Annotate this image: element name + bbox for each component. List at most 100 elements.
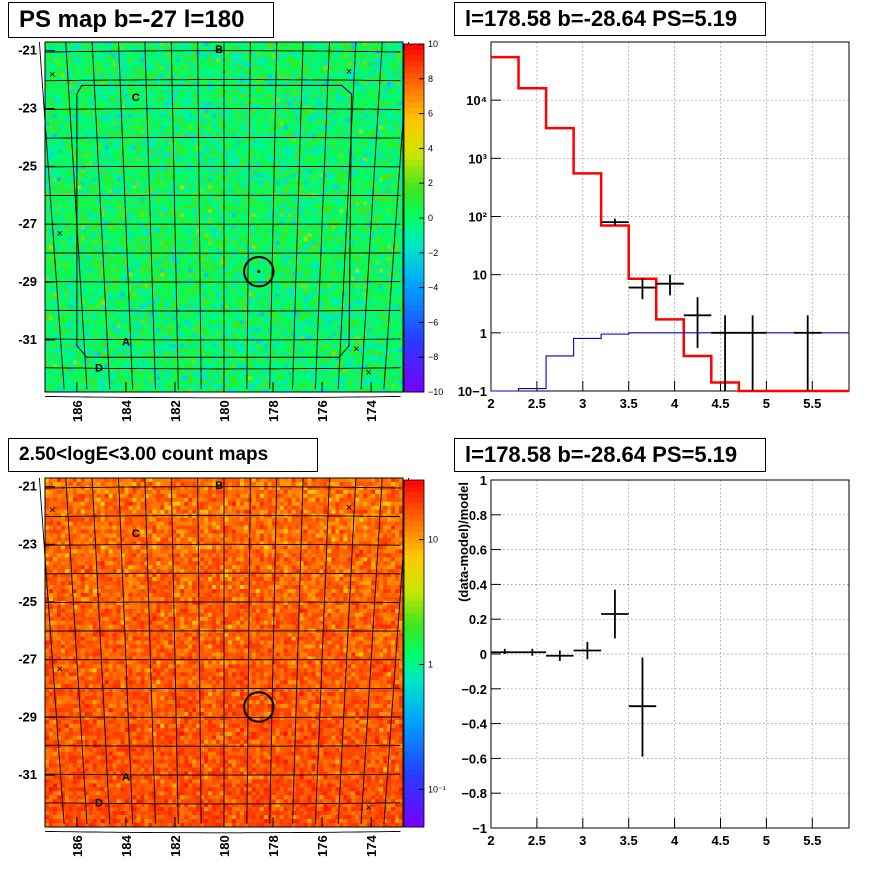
meridian-line (269, 477, 278, 825)
y-tick-label: -31 (18, 767, 37, 782)
x-tick-label: 174 (364, 835, 379, 857)
meridian-line (197, 41, 202, 390)
residual-ylabel: (data-model)/model (456, 482, 471, 602)
y-tick-label: 0.2 (469, 612, 487, 627)
residual-grid (491, 480, 849, 828)
meridian-line (91, 41, 111, 390)
parallel-line (44, 281, 401, 283)
source-marker: × (353, 344, 359, 356)
y-tick-label: -25 (18, 594, 37, 609)
y-tick-label: −0.8 (461, 786, 487, 801)
meridian-line (246, 477, 251, 825)
source-label-A: A (122, 336, 130, 348)
y-tick-label: 1 (480, 473, 487, 488)
ps-map-title: PS map b=-27 l=180 (8, 2, 274, 38)
y-tick-label: 0 (480, 647, 487, 662)
y-tick-label: -21 (18, 43, 37, 58)
source-marker: × (346, 502, 352, 514)
x-tick-label: 180 (217, 835, 232, 857)
meridian-line (269, 41, 278, 390)
x-tick-label: 186 (70, 400, 85, 422)
x-tick-label: 3.5 (620, 396, 638, 411)
y-tick-label: -21 (18, 479, 37, 494)
meridian-line (91, 477, 111, 825)
colorbar-tick-label: 1 (428, 659, 433, 669)
y-tick-label: 10² (468, 210, 487, 225)
y-tick-label: -29 (18, 274, 37, 289)
parallel-line (45, 515, 401, 518)
x-tick-label: 5.5 (803, 833, 821, 848)
colorbar-tick-label: −6 (428, 317, 438, 327)
colorbar-tick-label: 10 (428, 535, 438, 545)
meridian-line (292, 477, 304, 825)
x-tick-label: 176 (315, 400, 330, 422)
y-tick-label: 10−1 (458, 384, 487, 399)
residual-title: l=178.58 b=-28.64 PS=5.19 (454, 438, 766, 472)
parallel-line (44, 745, 401, 747)
colorbar-tick-label: 8 (428, 74, 433, 84)
ps_map-panel: 186 184 182 180 178 176 174 -21 -23 -25 -27 -29 -31 B… (18, 39, 443, 422)
meridian-line (314, 41, 330, 390)
x-tick-label: 4.5 (711, 833, 729, 848)
y-tick-label: -27 (18, 652, 37, 667)
parallel-line (44, 395, 401, 399)
meridian-line (144, 477, 156, 825)
model-background-histogram (491, 332, 849, 392)
x-tick-label: 5 (763, 833, 770, 848)
colorbar-tick-label: 10⁻¹ (428, 784, 446, 794)
parallel-line (44, 79, 401, 82)
source-label-D: D (95, 362, 103, 374)
parallel-line (44, 338, 401, 341)
model-total-histogram (491, 55, 849, 393)
source-marker: × (365, 367, 371, 379)
x-tick-label: 184 (119, 835, 134, 857)
meridian-line (337, 477, 357, 825)
parallel-line (44, 50, 401, 53)
y-tick-label: -23 (18, 536, 37, 551)
parallel-line (44, 830, 401, 834)
x-tick-label: 186 (70, 835, 85, 857)
parallel-line (45, 137, 401, 139)
meridian-line (170, 477, 179, 825)
x-tick-label: 182 (168, 400, 183, 422)
y-tick-label: 0.8 (469, 508, 487, 523)
source-marker: × (365, 802, 371, 814)
spectrum-title: l=178.58 b=-28.64 PS=5.19 (454, 2, 766, 36)
spectrum-grid (491, 42, 849, 391)
x-tick-label: 2 (487, 396, 494, 411)
source-label-A: A (122, 772, 130, 784)
meridian-line (118, 477, 134, 825)
colorbar-tick-label: −4 (428, 283, 438, 293)
meridian-line (360, 477, 383, 825)
y-tick-label: 0.6 (469, 543, 487, 558)
meridian-line (337, 41, 357, 390)
x-tick-label: 182 (168, 835, 183, 857)
ps-circle-marker (243, 691, 275, 723)
source-label-C: C (132, 528, 140, 540)
parallel-line (44, 309, 401, 312)
count_map-cells (45, 478, 404, 828)
x-tick-label: 2.5 (528, 396, 546, 411)
x-tick-label: 4.5 (711, 396, 729, 411)
y-tick-label: -29 (18, 709, 37, 724)
x-tick-label: 174 (364, 400, 379, 422)
meridian-line (38, 41, 65, 390)
y-tick-label: -31 (18, 332, 37, 347)
y-tick-label: 1 (480, 326, 487, 341)
colorbar-tick-label: 2 (428, 178, 433, 188)
x-tick-label: 2 (487, 833, 494, 848)
meridian-line (170, 41, 179, 390)
parallel-line (45, 773, 401, 776)
source-label-B: B (215, 44, 223, 56)
colorbar-frame (403, 479, 425, 828)
parallel-line (44, 572, 401, 575)
residual-panel: 2 2.5 3 3.5 4 4.5 5 5.5 −1 −0.8 −0.6 −0.4 −0.2 0 0.2 0.… (456, 473, 850, 848)
meridian-line (360, 41, 383, 390)
y-tick-label: -23 (18, 101, 37, 116)
x-tick-label: 3 (579, 396, 586, 411)
meridian-line (197, 477, 202, 825)
x-tick-label: 176 (315, 835, 330, 857)
source-marker: × (49, 69, 55, 81)
meridian-line (314, 477, 330, 825)
colorbar-tick-label: 4 (428, 143, 433, 153)
